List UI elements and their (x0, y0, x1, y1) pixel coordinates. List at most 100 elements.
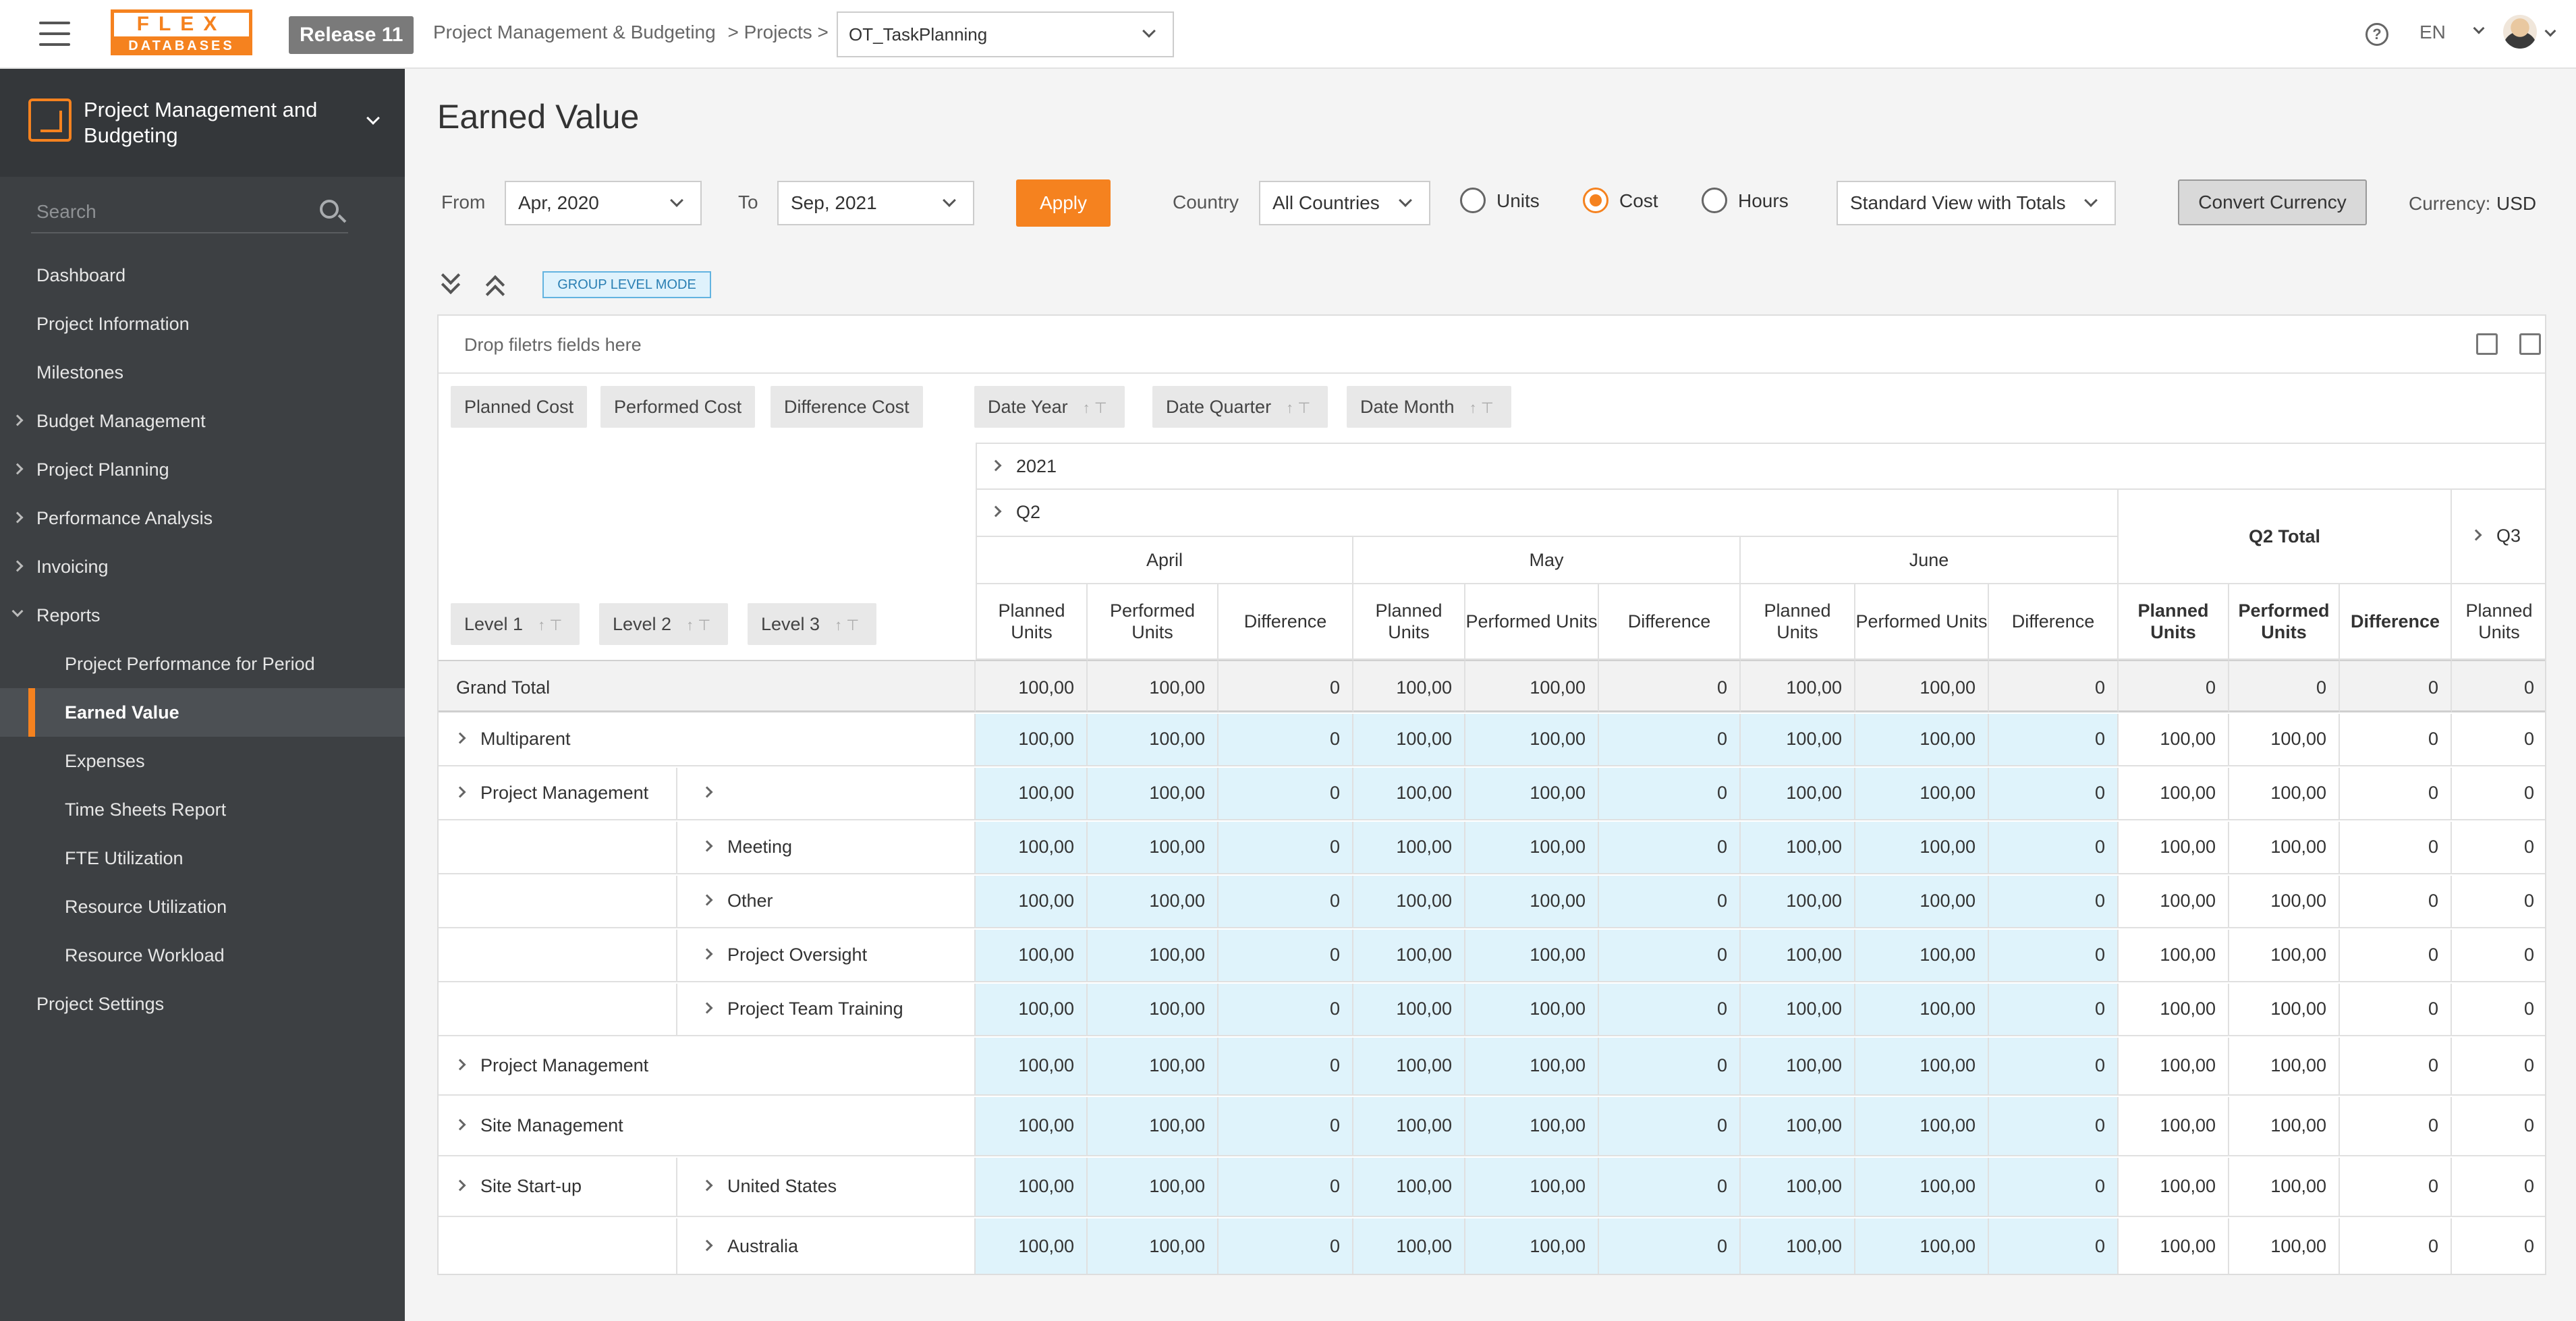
row-label-level-1[interactable]: Site Management (439, 1097, 976, 1156)
row-label-level-2[interactable]: Meeting (677, 822, 976, 874)
table-cell: 0 (2340, 1097, 2452, 1156)
sidebar-item-time-sheets-report[interactable]: Time Sheets Report (65, 799, 227, 820)
sidebar-search[interactable]: Search (31, 192, 348, 233)
sidebar-item-project-information[interactable]: Project Information (36, 314, 190, 334)
data-field-performed-cost[interactable]: Performed Cost (600, 386, 756, 428)
chevron-right-icon[interactable] (701, 1239, 713, 1252)
company-logo[interactable]: FLEX DATABASES (111, 9, 252, 55)
sort-filter-icon[interactable]: ↑⊤ (1082, 399, 1111, 416)
sidebar-item-project-settings[interactable]: Project Settings (36, 994, 165, 1014)
expand-all-icon[interactable] (440, 265, 463, 296)
row-label-text: Multiparent (480, 729, 571, 749)
module-selector[interactable]: Project Management and Budgeting (0, 69, 405, 177)
avatar[interactable] (2503, 15, 2537, 49)
chevron-right-icon[interactable] (701, 1002, 713, 1014)
sort-filter-icon[interactable]: ↑⊤ (1469, 399, 1498, 416)
field-chooser-icon[interactable] (2476, 333, 2498, 355)
row-label-level-2[interactable]: Project Oversight (677, 930, 976, 982)
table-cell: 100,00 (1353, 768, 1465, 820)
search-icon[interactable] (320, 200, 339, 219)
sidebar-item-dashboard[interactable]: Dashboard (36, 265, 126, 285)
table-cell: 100,00 (1353, 1158, 1465, 1217)
sort-filter-icon[interactable]: ↑⊤ (835, 617, 864, 634)
row-label-level-2[interactable]: United States (677, 1158, 976, 1217)
row-label-level-2[interactable]: Project Team Training (677, 984, 976, 1036)
chevron-right-icon[interactable] (990, 459, 1002, 472)
units-radio[interactable] (1460, 188, 1486, 213)
breadcrumb-projects[interactable]: > Projects > (727, 22, 829, 43)
country-select[interactable]: All Countries (1259, 181, 1430, 225)
sidebar-item-earned-value[interactable]: Earned Value (0, 688, 405, 737)
sidebar-item-invoicing[interactable]: Invoicing (0, 542, 405, 591)
row-label-level-2[interactable]: Australia (677, 1218, 976, 1274)
sidebar-item-performance-analysis[interactable]: Performance Analysis (0, 494, 405, 542)
apply-button[interactable]: Apply (1016, 179, 1111, 227)
row-label-level-1[interactable]: Multiparent (439, 714, 976, 766)
chevron-down-icon[interactable] (2544, 25, 2556, 37)
convert-currency-button[interactable]: Convert Currency (2178, 179, 2367, 225)
cost-radio[interactable] (1583, 188, 1608, 213)
next-quarter-header[interactable]: Q3 (2452, 490, 2545, 584)
sort-filter-icon[interactable]: ↑⊤ (1286, 399, 1315, 416)
row-label-level-1[interactable]: Project Management (439, 1038, 976, 1096)
from-select[interactable]: Apr, 2020 (505, 181, 702, 225)
sidebar-item-resource-workload[interactable]: Resource Workload (65, 945, 225, 965)
sidebar-item-reports[interactable]: Reports (0, 591, 405, 640)
chevron-right-icon[interactable] (454, 732, 466, 744)
to-select[interactable]: Sep, 2021 (777, 181, 974, 225)
chevron-right-icon[interactable] (2470, 529, 2482, 541)
quarter-header[interactable]: Q2 (976, 490, 2119, 537)
collapse-all-icon[interactable] (484, 269, 507, 304)
chevron-right-icon[interactable] (701, 948, 713, 960)
chevron-right-icon[interactable] (454, 786, 466, 798)
row-field-level-2[interactable]: Level 2 ↑⊤ (599, 603, 729, 645)
row-label-level-2[interactable] (677, 768, 976, 820)
table-cell: 100,00 (1855, 822, 1989, 874)
chevron-right-icon[interactable] (701, 840, 713, 852)
chevron-right-icon[interactable] (701, 1179, 713, 1191)
group-level-mode-badge[interactable]: GROUP LEVEL MODE (542, 271, 711, 298)
chevron-right-icon[interactable] (701, 894, 713, 906)
sidebar-item-budget-management[interactable]: Budget Management (0, 397, 405, 445)
help-icon[interactable]: ? (2365, 23, 2388, 46)
sidebar-item-project-planning[interactable]: Project Planning (0, 445, 405, 494)
row-label-level-1[interactable]: Project Management (439, 768, 677, 820)
sidebar-item-project-performance-for-period[interactable]: Project Performance for Period (65, 654, 315, 674)
data-field-difference-cost[interactable]: Difference Cost (771, 386, 923, 428)
row-label-level-1[interactable]: Site Start-up (439, 1158, 677, 1217)
table-cell: 100,00 (976, 1097, 1088, 1156)
language-select[interactable]: EN (2419, 22, 2485, 43)
filter-drop-zone[interactable]: Drop filetrs fields here (439, 316, 2545, 374)
search-input[interactable]: Search (36, 201, 96, 222)
chevron-right-icon[interactable] (454, 1179, 466, 1191)
project-select[interactable]: OT_TaskPlanning (837, 11, 1174, 57)
column-field-date-year[interactable]: Date Year ↑⊤ (974, 386, 1125, 428)
view-select[interactable]: Standard View with Totals (1837, 181, 2116, 225)
row-field-level-3[interactable]: Level 3 ↑⊤ (748, 603, 877, 645)
row-field-level-1[interactable]: Level 1 ↑⊤ (451, 603, 580, 645)
hamburger-menu-icon[interactable] (39, 22, 70, 46)
table-cell: 100,00 (2119, 1097, 2229, 1156)
sort-filter-icon[interactable]: ↑⊤ (538, 617, 567, 634)
column-field-date-month[interactable]: Date Month ↑⊤ (1347, 386, 1511, 428)
breadcrumb-module[interactable]: Project Management & Budgeting (433, 22, 716, 43)
column-field-date-quarter[interactable]: Date Quarter ↑⊤ (1152, 386, 1328, 428)
hours-radio[interactable] (1702, 188, 1727, 213)
data-field-planned-cost[interactable]: Planned Cost (451, 386, 588, 428)
sidebar-item-fte-utilization[interactable]: FTE Utilization (65, 848, 184, 868)
chevron-right-icon[interactable] (701, 786, 713, 798)
year-header[interactable]: 2021 (976, 443, 2545, 490)
export-icon[interactable] (2519, 333, 2541, 355)
sort-filter-icon[interactable]: ↑⊤ (686, 617, 715, 634)
table-cell: 0 (1219, 822, 1353, 874)
sidebar-item-expenses[interactable]: Expenses (65, 751, 145, 771)
table-cell: 100,00 (1353, 1038, 1465, 1096)
sidebar-item-milestones[interactable]: Milestones (36, 362, 124, 383)
row-label-level-2[interactable]: Other (677, 876, 976, 928)
chevron-right-icon[interactable] (454, 1059, 466, 1071)
chevron-right-icon[interactable] (454, 1119, 466, 1131)
chevron-right-icon (11, 414, 24, 426)
sidebar-item-resource-utilization[interactable]: Resource Utilization (65, 897, 227, 917)
chevron-right-icon[interactable] (990, 505, 1002, 517)
main-content: Earned Value From Apr, 2020 To Sep, 2021… (405, 69, 2576, 1321)
